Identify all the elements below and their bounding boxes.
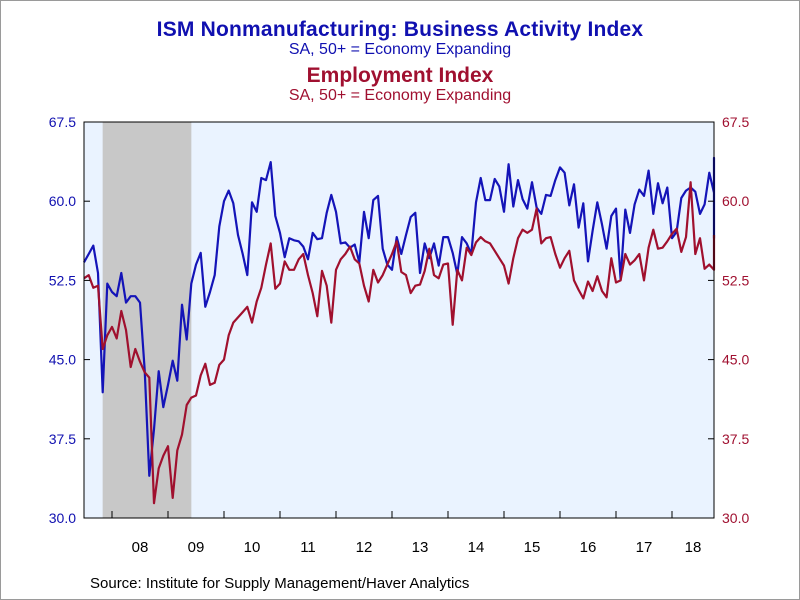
y-tick-label-left: 52.5 bbox=[49, 272, 76, 288]
second-series-subtitle: SA, 50+ = Economy Expanding bbox=[288, 87, 512, 104]
employment-line bbox=[83, 181, 716, 505]
y-tick-label-left: 37.5 bbox=[49, 431, 76, 447]
x-tick-label: 12 bbox=[356, 539, 373, 556]
plot-border bbox=[83, 121, 715, 519]
business-activity-line bbox=[83, 156, 716, 477]
chart-title: ISM Nonmanufacturing: Business Activity … bbox=[156, 18, 644, 41]
x-tick-label: 08 bbox=[132, 539, 149, 556]
x-tick-label: 14 bbox=[468, 539, 485, 556]
recession-shade bbox=[102, 122, 192, 518]
y-tick-label-left: 67.5 bbox=[49, 114, 76, 130]
y-tick-label-right: 67.5 bbox=[722, 114, 749, 130]
y-tick-label-right: 60.0 bbox=[722, 193, 749, 209]
y-tick-label-left: 45.0 bbox=[49, 352, 76, 368]
x-tick-label: 17 bbox=[636, 539, 653, 556]
second-series-title: Employment Index bbox=[306, 64, 494, 87]
x-tick-label: 10 bbox=[244, 539, 261, 556]
chart-subtitle: SA, 50+ = Economy Expanding bbox=[288, 41, 512, 58]
x-tick-label: 16 bbox=[580, 539, 597, 556]
y-tick-label-right: 52.5 bbox=[722, 272, 749, 288]
y-tick-label-left: 60.0 bbox=[49, 193, 76, 209]
x-tick-label: 15 bbox=[524, 539, 541, 556]
y-tick-label-right: 45.0 bbox=[722, 352, 749, 368]
y-tick-label-right: 30.0 bbox=[722, 510, 749, 526]
x-tick-label: 09 bbox=[188, 539, 205, 556]
x-tick-label: 11 bbox=[300, 539, 316, 556]
y-tick-label-left: 30.0 bbox=[49, 510, 76, 526]
source-note: Source: Institute for Supply Management/… bbox=[90, 575, 470, 592]
y-tick-label-right: 37.5 bbox=[722, 431, 749, 447]
x-tick-label: 18 bbox=[685, 539, 702, 556]
x-tick-label: 13 bbox=[412, 539, 429, 556]
